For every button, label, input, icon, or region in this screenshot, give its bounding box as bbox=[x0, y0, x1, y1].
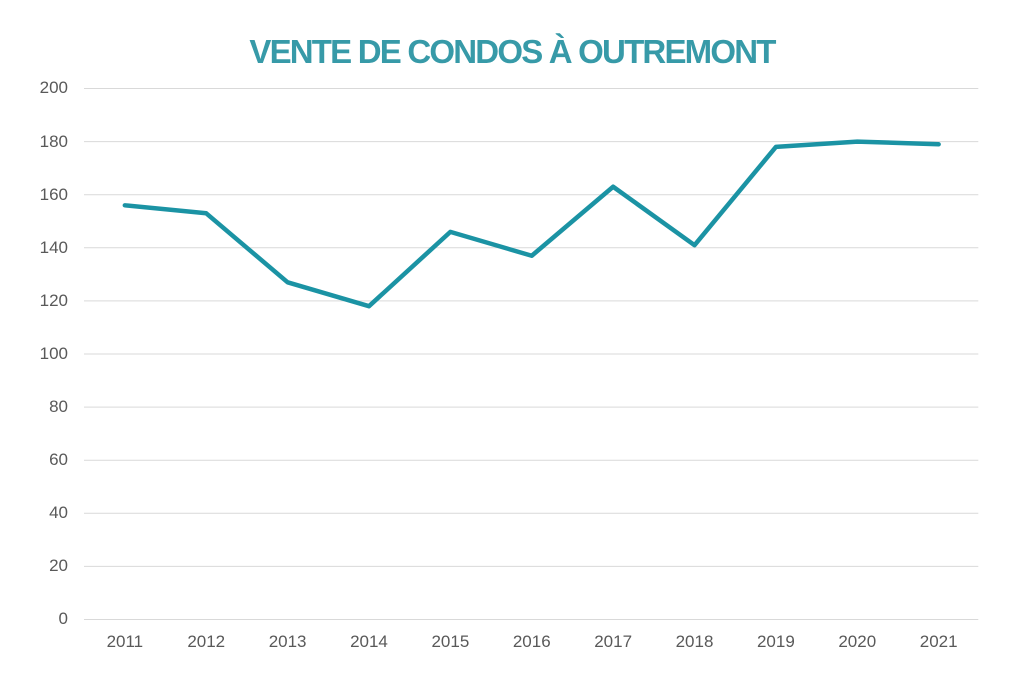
svg-text:2018: 2018 bbox=[676, 632, 714, 651]
svg-text:2011: 2011 bbox=[107, 632, 144, 651]
svg-text:0: 0 bbox=[59, 609, 68, 628]
svg-text:100: 100 bbox=[40, 344, 68, 363]
svg-text:20: 20 bbox=[49, 556, 68, 575]
svg-text:2019: 2019 bbox=[757, 632, 795, 651]
svg-text:200: 200 bbox=[40, 78, 68, 97]
svg-text:180: 180 bbox=[40, 132, 68, 151]
svg-text:80: 80 bbox=[49, 397, 68, 416]
svg-text:2012: 2012 bbox=[187, 632, 225, 651]
svg-text:2013: 2013 bbox=[269, 632, 307, 651]
svg-text:2016: 2016 bbox=[513, 632, 551, 651]
svg-text:60: 60 bbox=[49, 450, 68, 469]
svg-text:160: 160 bbox=[40, 185, 68, 204]
svg-text:2015: 2015 bbox=[431, 632, 469, 651]
svg-text:2020: 2020 bbox=[838, 632, 876, 651]
svg-text:140: 140 bbox=[40, 238, 68, 257]
svg-text:2021: 2021 bbox=[920, 632, 958, 651]
svg-text:120: 120 bbox=[40, 291, 68, 310]
svg-text:40: 40 bbox=[49, 503, 68, 522]
svg-text:2014: 2014 bbox=[350, 632, 388, 651]
svg-text:2017: 2017 bbox=[594, 632, 632, 651]
